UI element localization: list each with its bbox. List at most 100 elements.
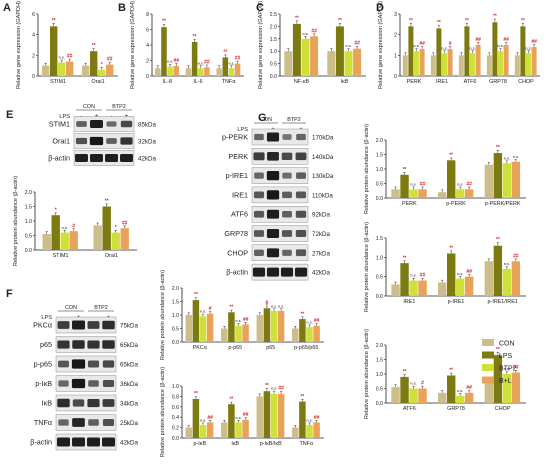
- bar-con: [185, 68, 192, 76]
- significance-label: ##: [243, 412, 249, 418]
- bar-lps: [192, 300, 200, 342]
- bar-btp2: [198, 68, 204, 76]
- x-tick-label: STIM1: [53, 253, 69, 259]
- bar-b-l: [465, 189, 474, 198]
- y-tick-label: 0.5: [270, 62, 277, 68]
- kda-label: 85kDa: [138, 122, 156, 129]
- panel-label: D: [376, 2, 384, 14]
- y-tick-label: 0.5: [172, 327, 179, 333]
- significance-label: #: [449, 41, 452, 47]
- significance-label: ##: [311, 28, 317, 34]
- blot-band: [252, 267, 266, 277]
- blot-band: [75, 153, 88, 163]
- bar-b-l: [313, 325, 320, 342]
- significance-label: **: [496, 347, 500, 353]
- bar-btp2: [235, 422, 242, 438]
- x-tick-label: PERK: [407, 79, 422, 85]
- blot-band: [295, 229, 307, 238]
- bar-con: [185, 427, 193, 438]
- blot-strip: [251, 205, 309, 223]
- significance-label: **: [295, 15, 299, 21]
- bar-con: [484, 261, 494, 296]
- blot-band: [266, 229, 280, 238]
- y-tick-label: 1.5: [376, 236, 383, 242]
- blot-band: [102, 379, 115, 388]
- bar-lps: [447, 253, 456, 296]
- protein-label: STIM1: [49, 120, 70, 129]
- bar-lps: [102, 206, 111, 250]
- bar-b-l: [511, 261, 521, 296]
- kda-label: 92kDa: [312, 212, 330, 219]
- y-tick-label: 1.5: [25, 205, 32, 211]
- blot-band: [71, 378, 86, 389]
- y-axis-label: Relative gene expression (GAPDH): [378, 1, 384, 89]
- kda-label: 36kDa: [120, 381, 138, 388]
- y-axis-label: Relative protein abundance (β-actin): [364, 329, 370, 419]
- bar-lps: [228, 312, 235, 342]
- x-tick-label: IL-6: [193, 79, 202, 85]
- bar-b-l: [531, 47, 537, 76]
- blot-band: [87, 321, 100, 329]
- blot-band: [76, 121, 87, 127]
- bar-con: [391, 387, 400, 403]
- blot-band: [90, 153, 103, 163]
- bar-con: [438, 192, 447, 198]
- significance-label: ##: [466, 385, 472, 391]
- bar-b-l: [106, 64, 114, 76]
- y-tick-label: 6: [146, 28, 149, 34]
- blot-band: [282, 172, 292, 179]
- y-tick-label: 2.0: [172, 286, 179, 292]
- bar-lps: [191, 41, 198, 76]
- bar-con: [284, 51, 293, 76]
- y-tick-label: 0.5: [376, 387, 383, 393]
- x-tick-label: TNFα: [299, 441, 313, 447]
- bar-b-l: [204, 67, 210, 76]
- blot-strip: [55, 375, 117, 392]
- bar-b-l: [511, 372, 521, 403]
- protein-label: PERK: [228, 152, 248, 161]
- kda-label: 27kDa: [312, 250, 330, 257]
- x-tick-label: p-p65: [228, 345, 242, 351]
- bar-con: [292, 427, 299, 438]
- significance-label: **: [521, 18, 525, 24]
- significance-label: n.s.: [200, 418, 206, 422]
- significance-label: n.s.: [62, 226, 68, 230]
- blot-band: [102, 399, 115, 407]
- blot-strip: [55, 414, 117, 431]
- y-axis-label: Relative protein abundance (β-actin): [364, 222, 370, 312]
- western-blot-E: ECONBTP2LPS-+-+STIM185kDaOrai132kDaβ-act…: [6, 104, 156, 166]
- blot-strip: [251, 186, 309, 204]
- blot-band: [295, 249, 307, 257]
- protein-label: GRP78: [224, 229, 248, 238]
- significance-label: ##: [122, 220, 128, 226]
- protein-label: p-PERK: [222, 133, 248, 142]
- bar-btp2: [228, 68, 235, 76]
- bar-b-l: [206, 313, 214, 342]
- blot-band: [282, 210, 292, 218]
- western-blot-G: GCONBTP2LPS-+-+p-PERK170kDaPERK140kDap-I…: [222, 112, 334, 281]
- bar-btp2: [442, 53, 447, 76]
- blot-strip: [73, 133, 135, 149]
- x-tick-label: p-PERK/PERK: [485, 201, 521, 207]
- y-tick-label: 2.0: [376, 343, 383, 349]
- blot-band: [58, 380, 69, 387]
- kda-label: 75kDa: [120, 323, 138, 330]
- bar-lps: [493, 245, 503, 296]
- y-tick-label: 2: [146, 59, 149, 65]
- significance-label: **: [229, 305, 233, 311]
- significance-label: n.s.: [441, 46, 447, 50]
- blot-band: [88, 380, 99, 387]
- blot-band: [281, 152, 293, 160]
- significance-label: ##: [314, 318, 320, 324]
- blot-band: [266, 170, 280, 181]
- blot-band: [72, 340, 85, 349]
- significance-label: n.s.: [513, 155, 519, 159]
- bar-btp2: [301, 38, 310, 76]
- blot-strip: [251, 225, 309, 242]
- significance-label: **: [465, 18, 469, 24]
- significance-label: n.s.: [504, 262, 510, 266]
- blot-band: [105, 153, 118, 163]
- x-tick-label: ATF6: [464, 79, 477, 85]
- significance-label: n.s.: [504, 367, 510, 371]
- chart-E2: 0.0 0.5 1.0 1.5 2.0 Relative protein abundanc…: [13, 176, 137, 266]
